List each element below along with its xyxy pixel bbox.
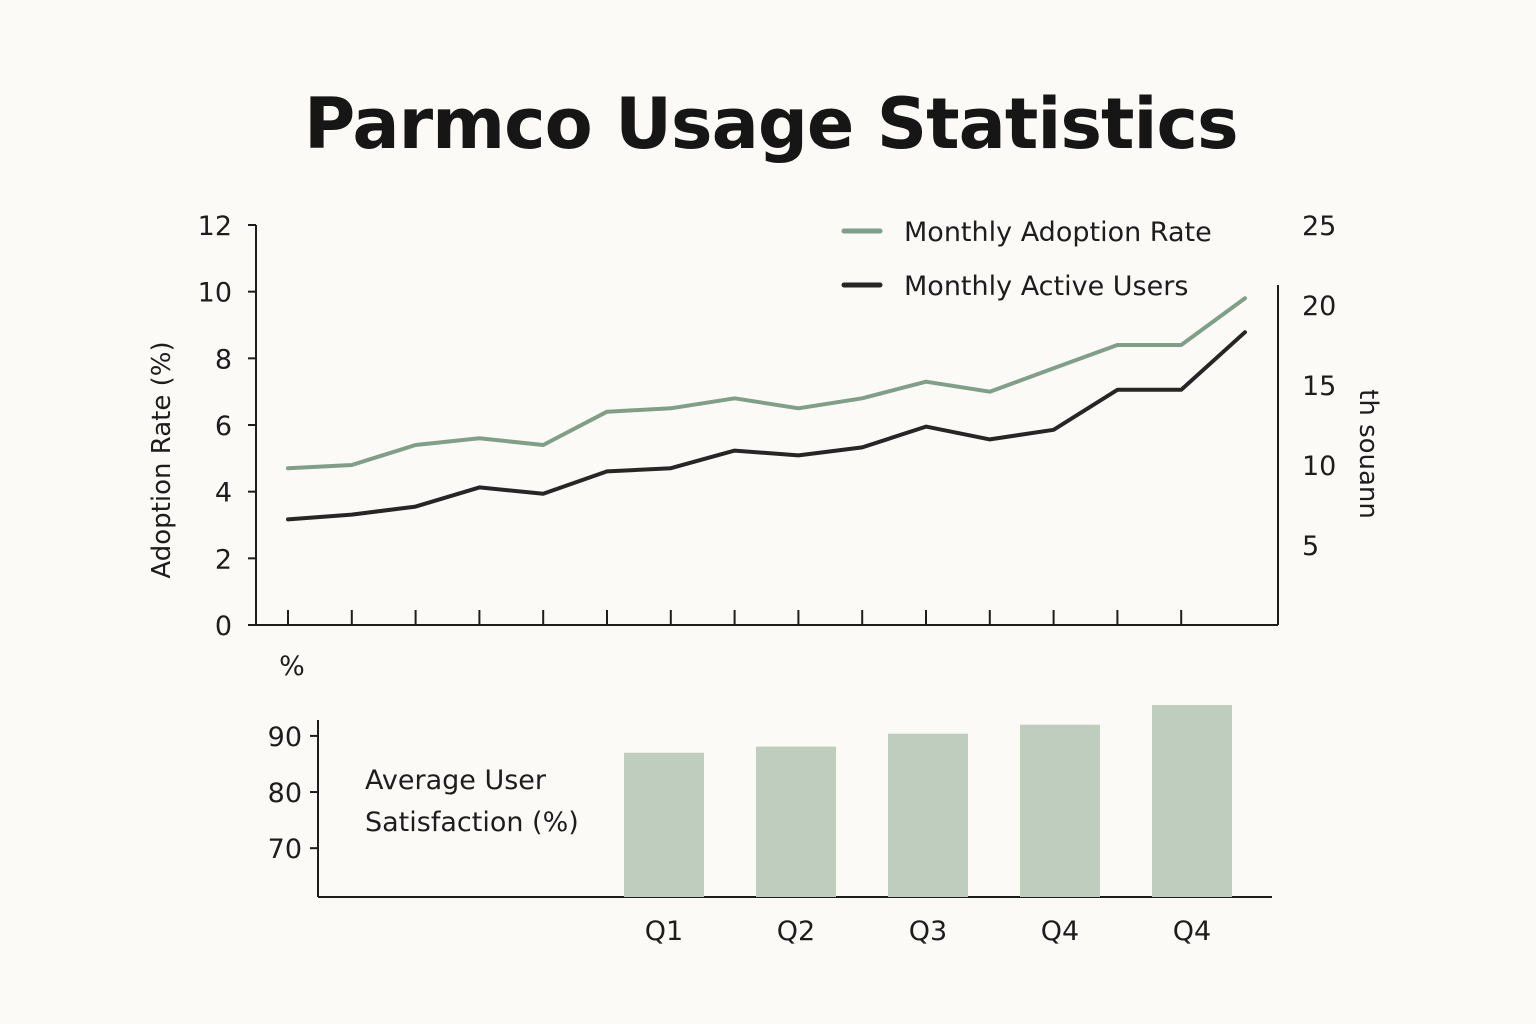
bar-y-unit-label: % <box>279 651 305 682</box>
left-tick-label: 8 <box>215 344 232 375</box>
bar-category-label: Q2 <box>777 916 815 947</box>
legend-label: Monthly Active Users <box>904 271 1188 302</box>
satisfaction-bar <box>1020 724 1100 897</box>
chart-title: Parmco Usage Statistics <box>304 83 1239 165</box>
bar-tick-label: 70 <box>268 834 302 865</box>
left-tick-label: 2 <box>215 544 232 575</box>
satisfaction-label: Average User Satisfaction (%) <box>365 760 625 844</box>
right-tick-label: 15 <box>1302 371 1336 402</box>
legend-label: Monthly Adoption Rate <box>904 217 1212 248</box>
bar-category-label: Q4 <box>1173 916 1211 947</box>
left-tick-label: 4 <box>215 478 232 509</box>
bar-category-label: Q1 <box>645 916 683 947</box>
left-tick-label: 12 <box>198 211 232 242</box>
left-axis-title: Adoption Rate (%) <box>147 341 177 578</box>
right-tick-label: 5 <box>1302 531 1319 562</box>
left-tick-label: 10 <box>198 278 232 309</box>
right-tick-label: 20 <box>1302 291 1336 322</box>
adoption-rate-line <box>286 296 1247 471</box>
satisfaction-bar <box>888 733 968 897</box>
satisfaction-label-line-2: Satisfaction (%) <box>365 807 579 838</box>
satisfaction-label-line-1: Average User <box>365 765 546 796</box>
left-tick-label: 0 <box>215 611 232 642</box>
bar-tick-label: 80 <box>268 778 302 809</box>
active-users-line <box>286 330 1247 522</box>
bar-category-label: Q4 <box>1041 916 1079 947</box>
right-tick-label: 10 <box>1302 451 1336 482</box>
bar-tick-label: 90 <box>268 722 302 753</box>
satisfaction-bar <box>1152 705 1232 897</box>
satisfaction-bar <box>624 752 704 897</box>
bar-category-label: Q3 <box>909 916 947 947</box>
right-tick-label: 25 <box>1302 211 1336 242</box>
satisfaction-bar <box>756 746 836 897</box>
left-tick-label: 6 <box>215 411 232 442</box>
right-axis-title: th souann <box>1353 389 1383 519</box>
